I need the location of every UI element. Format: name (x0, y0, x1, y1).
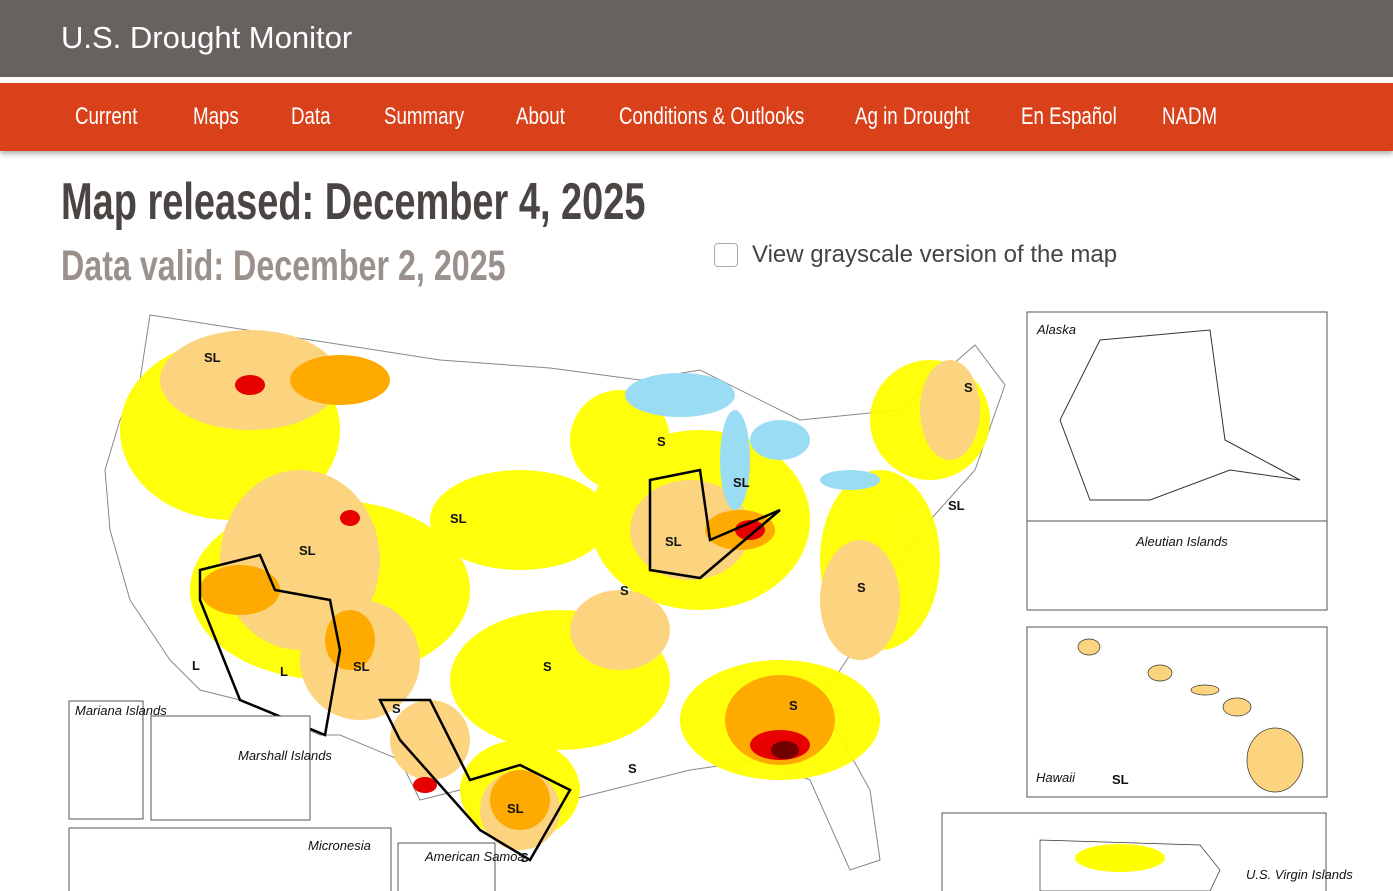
inset-label: Aleutian Islands (1135, 534, 1228, 549)
nav-link[interactable]: Conditions & Outlooks (619, 103, 805, 130)
impact-label: S (392, 701, 401, 716)
inset-label: American Samoa (424, 849, 525, 864)
conus (104, 314, 1006, 871)
drought-map: Alaska Aleutian Islands Hawaii Mariana Isla… (68, 311, 1353, 891)
hawaii-shapes (1077, 638, 1304, 793)
impact-label: SL (948, 498, 965, 513)
site-header: U.S. Drought Monitor (0, 0, 1393, 77)
impact-label: L (280, 664, 288, 679)
impact-label: S (543, 659, 552, 674)
impact-label: SL (733, 475, 750, 490)
impact-label: S (789, 698, 798, 713)
site-title[interactable]: U.S. Drought Monitor (61, 20, 353, 55)
impact-label: S (657, 434, 666, 449)
nav-link[interactable]: Data (291, 103, 331, 130)
checkbox[interactable] (714, 243, 738, 267)
impact-label: S (857, 580, 866, 595)
impact-label: SL (450, 511, 467, 526)
pr-drought (1075, 844, 1165, 872)
nav-bar: Current Maps Data Summary About Conditions & … (0, 83, 1393, 151)
impact-label: SL (299, 543, 316, 558)
nav-link[interactable]: Current (75, 103, 138, 130)
map-released: Map released: December 4, 2025 (61, 173, 646, 231)
checkbox-label[interactable]: View grayscale version of the map (752, 241, 1118, 268)
impact-label: S (628, 761, 637, 776)
impact-label: S (520, 850, 529, 865)
map-labels: Alaska Aleutian Islands Hawaii Mariana Isla… (75, 322, 1353, 882)
nav-link[interactable]: Ag in Drought (855, 103, 970, 130)
inset-label: Marshall Islands (238, 748, 332, 763)
nav-link[interactable]: About (516, 103, 565, 130)
nav-link[interactable]: Maps (193, 103, 239, 130)
inset-label: Micronesia (308, 838, 371, 853)
nav-link[interactable]: Summary (384, 103, 465, 130)
impact-label: L (192, 658, 200, 673)
alaska-shape (1059, 329, 1301, 501)
impact-label: SL (1112, 772, 1129, 787)
nav-link[interactable]: En Español (1021, 103, 1117, 130)
grayscale-toggle[interactable]: View grayscale version of the map (714, 241, 1117, 269)
impact-label: S (620, 583, 629, 598)
inset-label: U.S. Virgin Islands (1246, 867, 1353, 882)
inset-label: Mariana Islands (75, 703, 167, 718)
inset-label: Alaska (1036, 322, 1076, 337)
impact-label: SL (204, 350, 221, 365)
impact-label: SL (665, 534, 682, 549)
impact-label: SL (353, 659, 370, 674)
impact-label: S (964, 380, 973, 395)
impact-label: SL (507, 801, 524, 816)
data-valid: Data valid: December 2, 2025 (61, 242, 506, 290)
inset-label: Hawaii (1036, 770, 1076, 785)
nav-link[interactable]: NADM (1162, 103, 1218, 130)
